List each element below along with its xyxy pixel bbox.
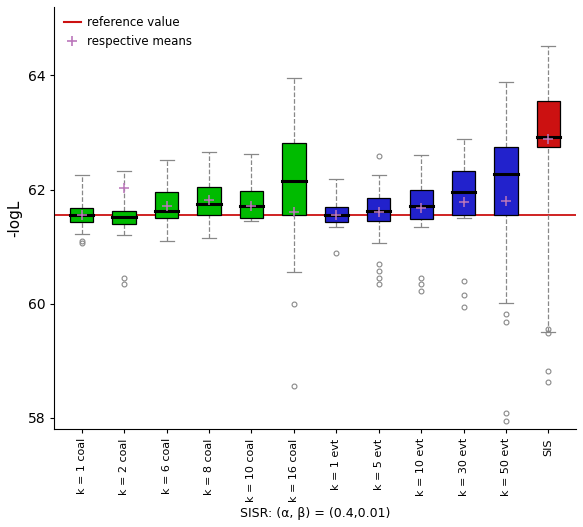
Bar [367, 198, 391, 221]
Legend: reference value, respective means: reference value, respective means [60, 13, 196, 52]
Bar [537, 101, 560, 147]
Bar [155, 192, 178, 218]
Bar [494, 147, 518, 215]
Bar [70, 208, 93, 222]
Bar [198, 187, 221, 215]
Bar [240, 191, 263, 218]
X-axis label: SISR: (α, β) = (0.4,0.01): SISR: (α, β) = (0.4,0.01) [240, 507, 390, 520]
Bar [113, 211, 136, 224]
Bar [409, 190, 433, 219]
Y-axis label: -logL: -logL [7, 199, 22, 237]
Bar [452, 171, 475, 215]
Bar [282, 143, 305, 215]
Bar [325, 207, 348, 222]
